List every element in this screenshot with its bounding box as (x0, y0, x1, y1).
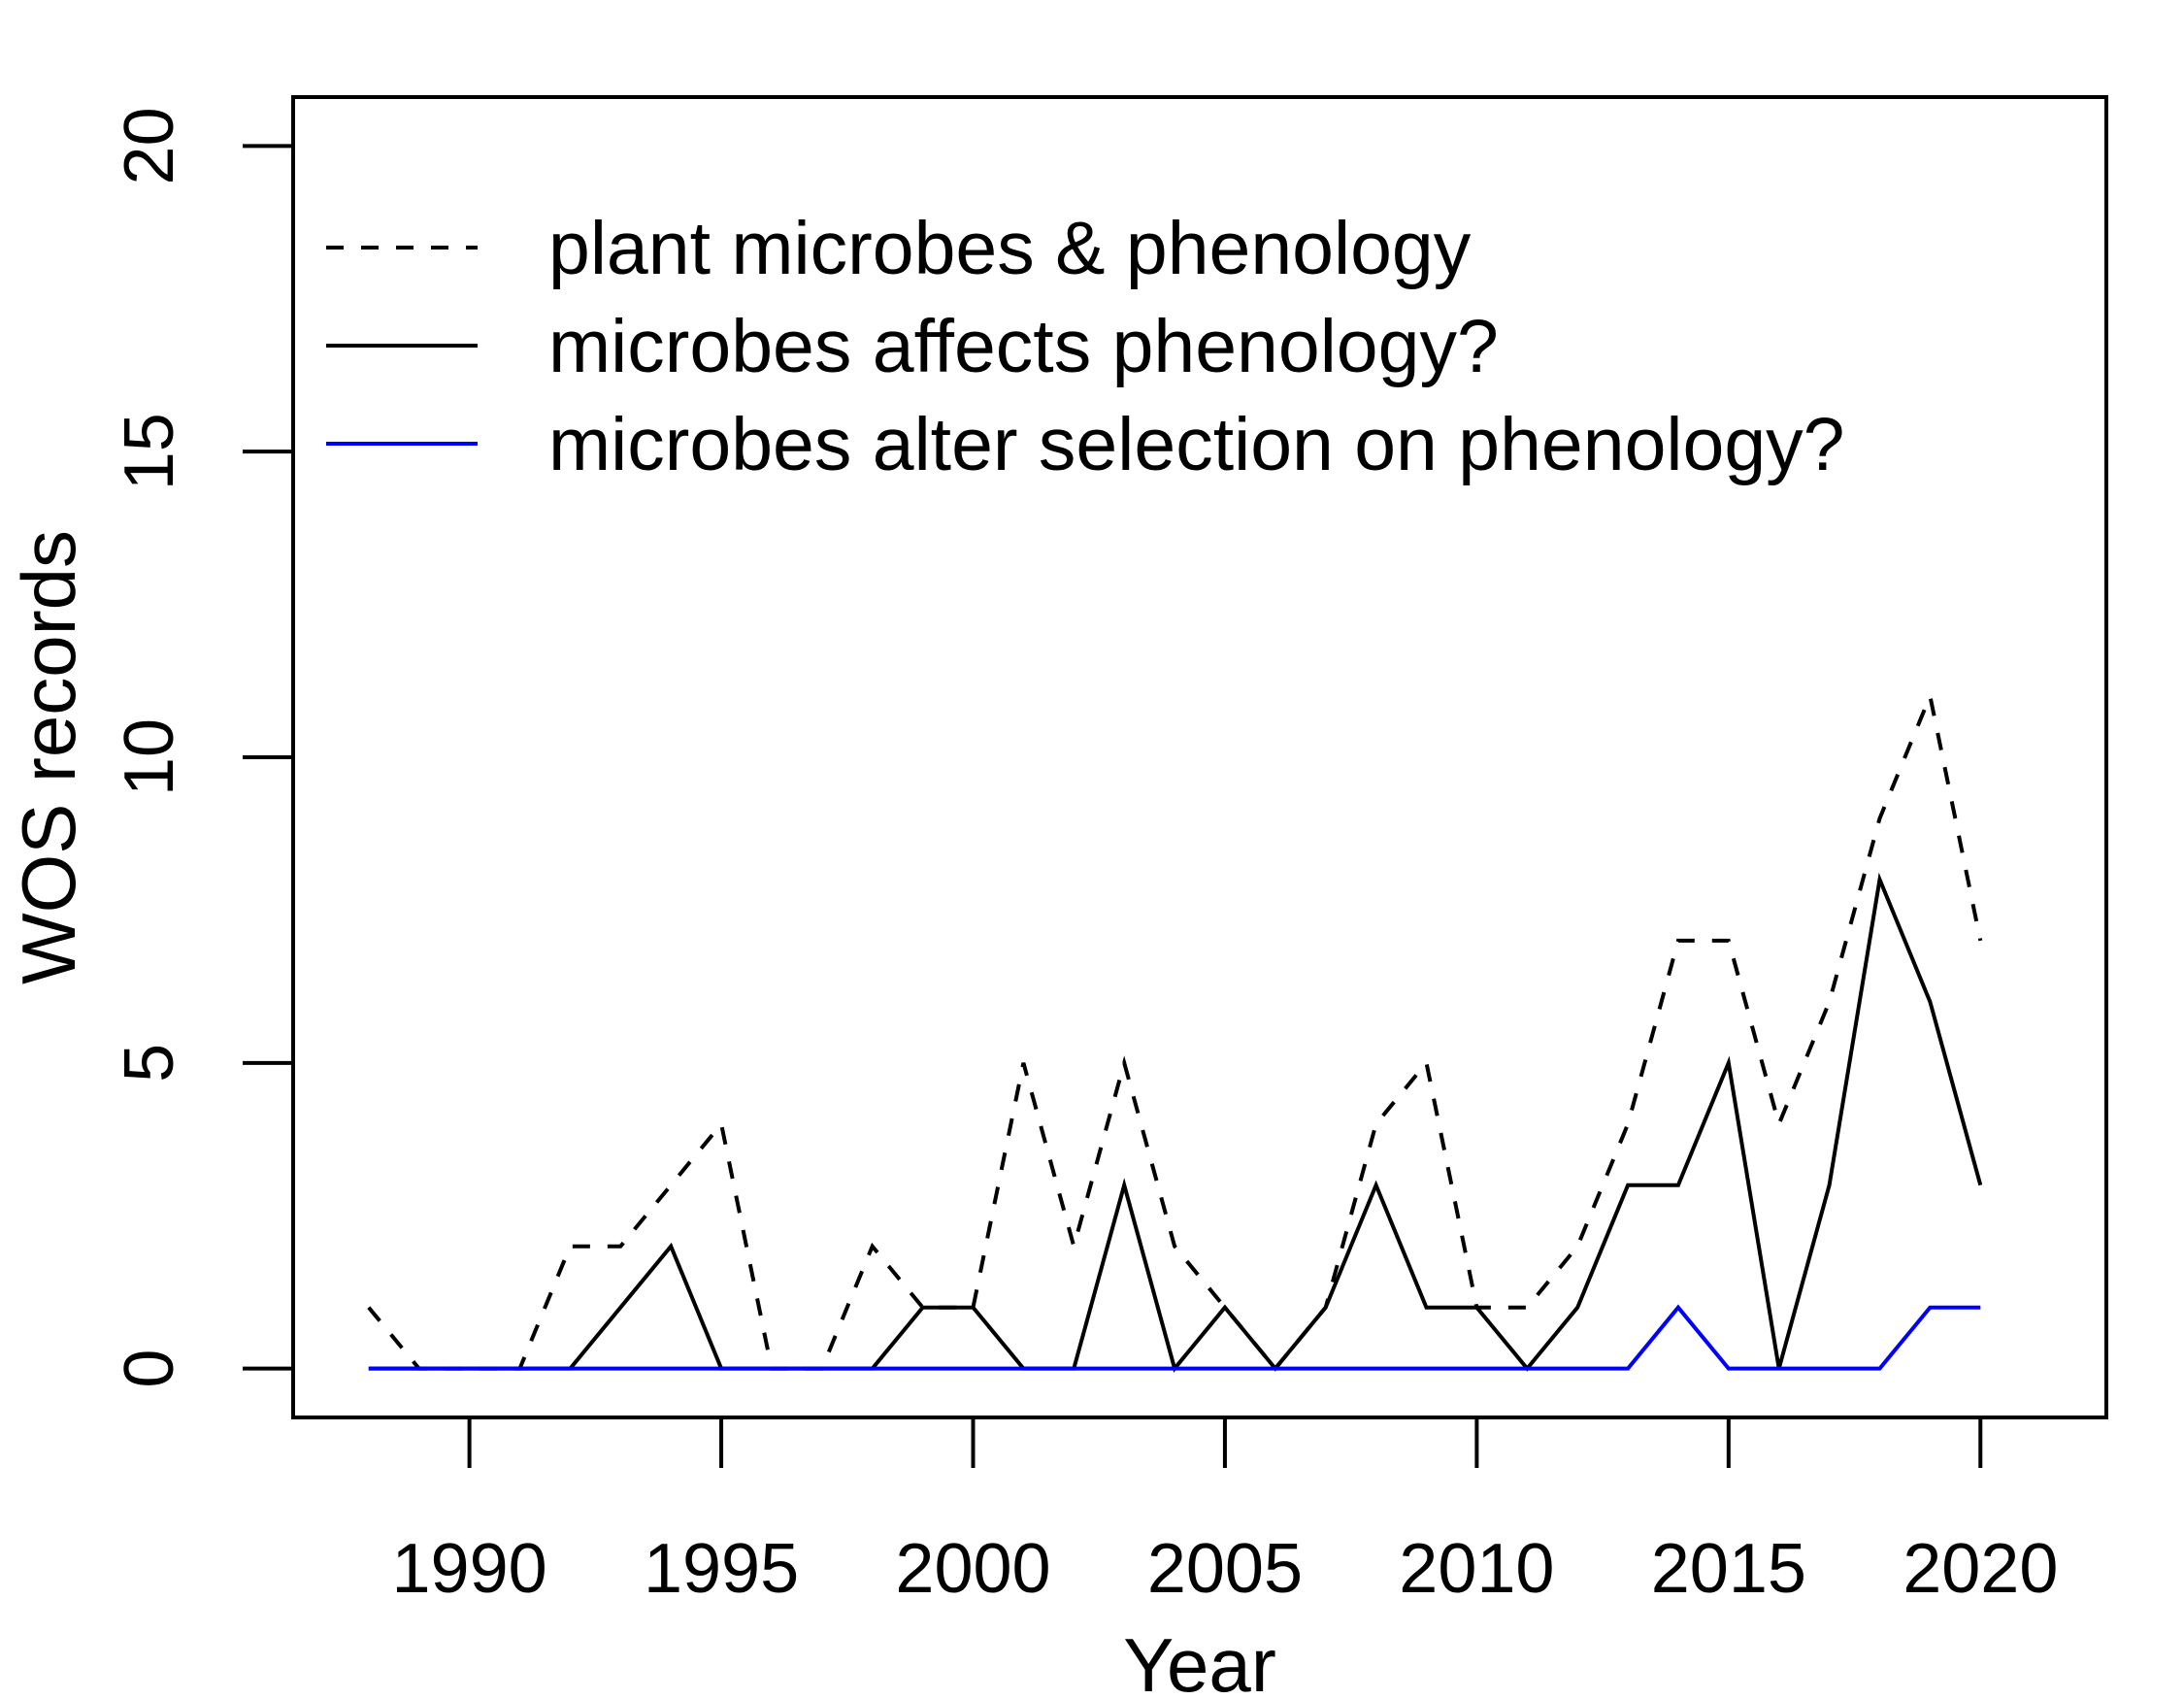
legend: plant microbes & phenology microbes affec… (326, 207, 1844, 486)
x-axis-title: Year (1123, 1622, 1276, 1699)
x-tick-label: 2005 (1147, 1530, 1303, 1608)
legend-label-microbes-alter-selection-on-phenology: microbes alter selection on phenology? (548, 403, 1844, 486)
x-tick-label: 2020 (1903, 1530, 2058, 1608)
series-line-plant-microbes-phenology (367, 689, 1983, 1372)
y-tick-label: 10 (111, 718, 188, 796)
y-tick-label: 20 (111, 107, 188, 184)
series-layer (367, 689, 1983, 1373)
x-axis: 1990 1995 2000 2005 2010 2015 2020 (392, 1416, 2058, 1608)
x-tick-label: 2015 (1651, 1530, 1806, 1608)
y-axis: 0 5 10 15 20 (111, 107, 295, 1388)
x-tick-label: 2000 (895, 1530, 1050, 1608)
legend-label-microbes-affects-phenology: microbes affects phenology? (548, 305, 1499, 388)
y-tick-label: 0 (111, 1349, 188, 1388)
x-tick-label: 1990 (392, 1530, 547, 1608)
legend-label-plant-microbes-phenology: plant microbes & phenology (548, 207, 1472, 290)
series-line-microbes-alter-selection-on-phenology (368, 1304, 1981, 1371)
x-tick-label: 1995 (644, 1530, 799, 1608)
x-tick-label: 2010 (1399, 1530, 1554, 1608)
y-tick-label: 5 (111, 1044, 188, 1083)
y-axis-title: WOS records (6, 530, 91, 984)
y-tick-label: 15 (111, 413, 188, 490)
